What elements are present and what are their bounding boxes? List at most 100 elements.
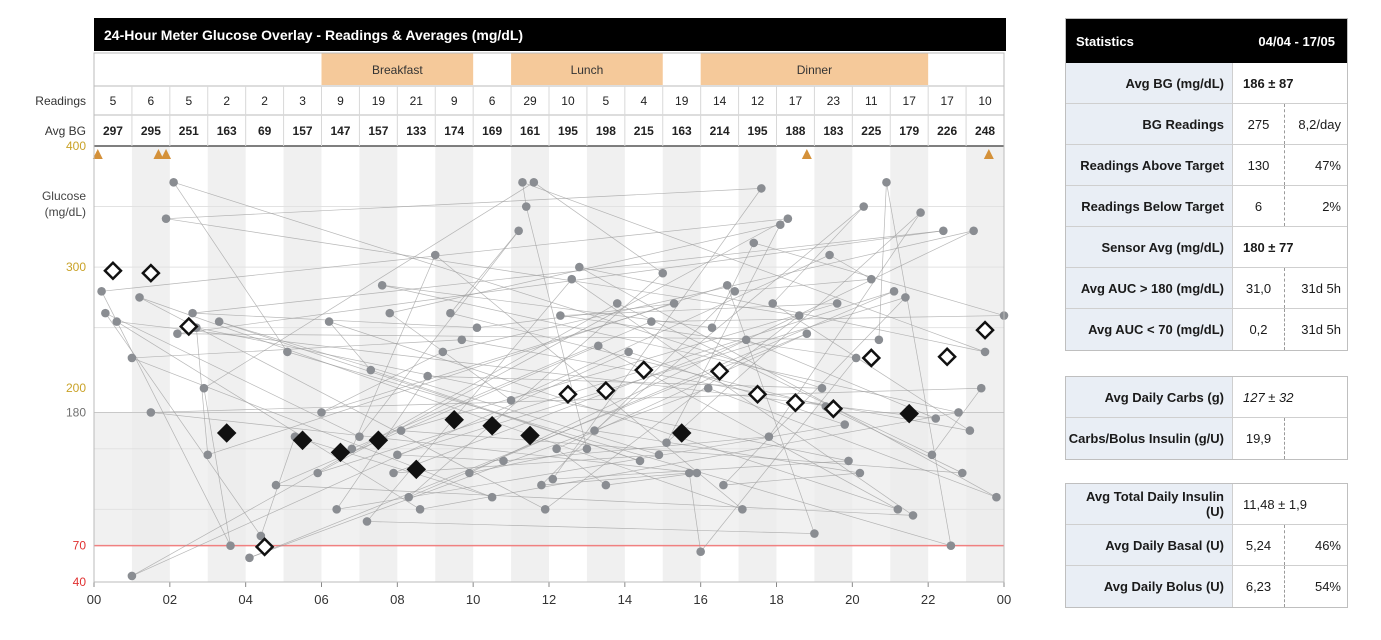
trace-line [401, 303, 838, 431]
trace-line [533, 182, 663, 274]
reading-point [317, 408, 326, 417]
trace-line [397, 454, 504, 462]
reading-point [548, 474, 558, 484]
trace-line [666, 224, 781, 443]
trace-line [203, 388, 231, 546]
trace-line [101, 291, 231, 546]
trace-line [105, 312, 262, 537]
reading-point [362, 517, 372, 526]
x-tick-label: 04 [238, 592, 252, 607]
reading-point [939, 226, 948, 236]
stat-row-daily-carbs: Avg Daily Carbs (g) 127 ± 32 [1066, 377, 1347, 418]
hourly-average-marker [747, 384, 768, 405]
reading-point [540, 505, 550, 514]
hourly-readings-count: 9 [451, 94, 458, 108]
stat-value: 180 ± 77 [1243, 239, 1294, 255]
reading-point [893, 505, 903, 514]
trace-line [139, 297, 546, 510]
above-range-marker [801, 149, 812, 159]
hourly-readings-count: 11 [865, 94, 878, 108]
trace-line [389, 224, 781, 314]
carbs-panel: Avg Daily Carbs (g) 127 ± 32 Carbs/Bolus… [1065, 376, 1348, 460]
trace-line [219, 321, 641, 462]
trace-line [461, 339, 970, 431]
reading-point [135, 293, 144, 302]
trace-line [131, 351, 629, 577]
trace-line [101, 218, 788, 292]
hourly-avg-bg: 157 [368, 124, 388, 138]
hourly-avg-bg: 188 [785, 124, 805, 138]
trace-line [275, 345, 599, 486]
reading-point [707, 323, 717, 332]
reading-point [567, 274, 577, 284]
hourly-readings-count: 29 [523, 94, 537, 108]
trace-line [173, 181, 823, 389]
trace-line [177, 333, 879, 341]
hourly-avg-bg: 69 [258, 124, 272, 138]
hourly-readings-count: 2 [261, 94, 268, 108]
hourly-average-marker [141, 263, 161, 283]
reading-point [901, 293, 910, 302]
hourly-average-marker [179, 316, 199, 337]
reading-point [946, 541, 956, 550]
hourly-avg-bg: 226 [937, 124, 957, 138]
trace-line [294, 436, 493, 498]
reading-point [624, 347, 633, 357]
reading-point [446, 308, 455, 318]
stat-row-daily-basal: Avg Daily Basal (U) 5,24 46% [1066, 525, 1347, 566]
trace-line [389, 312, 512, 401]
trace-line [382, 284, 713, 329]
reading-point [556, 311, 565, 320]
reading-point [347, 444, 357, 454]
trace-line [476, 303, 675, 329]
reading-point [366, 365, 376, 375]
trace-line [666, 212, 921, 443]
hourly-avg-bg: 248 [975, 124, 995, 138]
reading-point [866, 274, 876, 284]
stat-value: 11,48 ± 1,9 [1243, 496, 1307, 512]
reading-point [245, 553, 254, 563]
trace-line [651, 315, 1005, 322]
hourly-readings-count: 14 [713, 94, 727, 108]
hourly-average-marker [216, 423, 237, 443]
hourly-avg-bg: 215 [634, 124, 654, 138]
reading-point [169, 178, 178, 187]
hourly-readings-count: 21 [410, 94, 424, 108]
reading-point [730, 287, 740, 296]
reading-point [669, 299, 679, 308]
hourly-average-marker [937, 346, 957, 367]
reading-point [738, 505, 747, 514]
trace-line [131, 357, 493, 498]
reading-point [954, 408, 963, 417]
trace-line [165, 218, 800, 316]
reading-point [127, 353, 137, 363]
trace-line [317, 218, 789, 474]
meal-band [511, 53, 663, 85]
trace-line [203, 182, 535, 389]
trace-line [408, 272, 663, 498]
trace-line [605, 472, 697, 486]
trace-line [723, 472, 860, 486]
above-range-marker [161, 149, 172, 159]
stat-label: Carbs/Bolus Insulin (g/U) [1066, 418, 1233, 459]
y-tick-label: 40 [73, 575, 87, 589]
hourly-avg-bg: 174 [444, 124, 464, 138]
trace-line [275, 484, 914, 516]
trace-line [393, 339, 747, 474]
reading-point [601, 480, 611, 490]
hourly-average-marker [482, 415, 502, 436]
reading-point [214, 317, 224, 326]
trace-line [359, 230, 519, 437]
trace-line [708, 387, 997, 498]
reading-point [324, 317, 334, 326]
hourly-average-marker [975, 320, 995, 340]
reading-point [487, 492, 497, 502]
meal-label: Dinner [797, 63, 832, 77]
hourly-readings-count: 23 [827, 94, 841, 108]
reading-point [506, 396, 516, 405]
reading-point [764, 432, 774, 441]
reading-point [965, 426, 975, 435]
reading-point [313, 468, 323, 478]
stat-row-sensor-avg: Sensor Avg (mg/dL) 180 ± 77 [1066, 227, 1347, 268]
